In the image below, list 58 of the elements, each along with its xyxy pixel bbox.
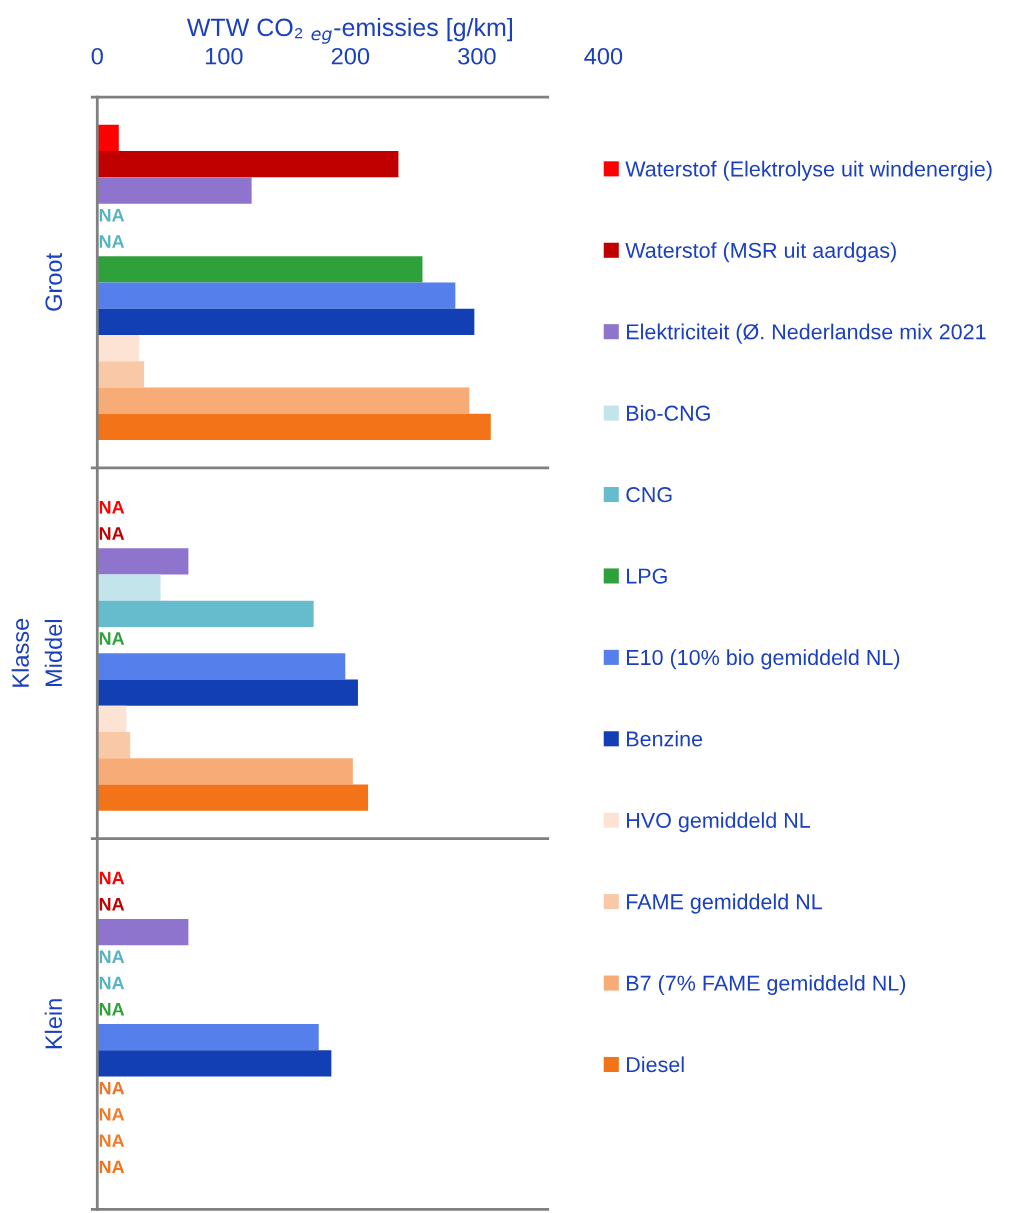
text: NA [99,1081,125,1095]
text: NA [99,1160,125,1174]
legend-label: Benzine [627,730,703,747]
bar [97,731,131,759]
legend-label: Waterstof (MSR uit aardgas) [625,242,896,263]
bar [97,282,456,309]
bar [97,387,470,414]
bar [97,1050,332,1077]
text: NA [99,871,125,885]
bar [97,784,369,811]
text: NA [99,527,125,540]
bar [97,1023,319,1051]
y-axis-title: Klasse [11,618,29,687]
x-tick-label: 100 [205,47,243,65]
bar [97,124,119,152]
bar [97,308,475,335]
text: NA [99,1108,125,1121]
x-tick-label: 400 [584,47,623,65]
legend-label: LPG [627,568,667,584]
legend-label: Bio-CNG [627,405,710,421]
bar [97,705,127,732]
x-tick-label: 300 [458,47,496,65]
bar [97,600,314,627]
text: NA [99,950,125,963]
x-tick-label: 200 [331,47,370,65]
y-tick-label: Klein [44,999,63,1049]
bar [97,679,358,706]
y-tick-label: Groot [45,253,63,311]
legend-label: Elektriciteit (Ø. Nederlandse mix 2021 [627,323,986,344]
text: NA [99,632,125,645]
legend-label: CNG [626,487,672,503]
bar [97,256,423,283]
bar [97,574,161,601]
text: NA [99,1003,125,1016]
text: NA [99,976,125,990]
text: NA [99,898,125,911]
legend-label: Diesel [627,1056,684,1073]
legend-label: Waterstof (Elektrolyse uit windenergie) [625,160,992,181]
text: NA [99,1134,125,1147]
bar [97,413,491,441]
bar [97,548,189,575]
y-tick-label: Middel [44,620,63,687]
x-tick-label: 0 [91,47,103,65]
bar [97,653,346,680]
legend-label: E10 (10% bio gemiddeld NL) [627,649,900,670]
legend-label: FAME gemiddeld NL [627,893,822,914]
legend-label: HVO gemiddeld NL [627,812,811,833]
text: NA [99,501,125,514]
bar [97,361,145,388]
bar [97,918,189,946]
legend-label: B7 (7% FAME gemiddeld NL) [627,975,906,996]
text: NA [99,235,125,248]
bar [97,334,140,362]
text: NA [99,209,125,222]
bar [97,151,399,178]
bar [97,758,353,785]
x-axis-title: WTW CO₂ $_{eg}$-emissies [g/km] [186,17,512,44]
bar [97,177,252,204]
